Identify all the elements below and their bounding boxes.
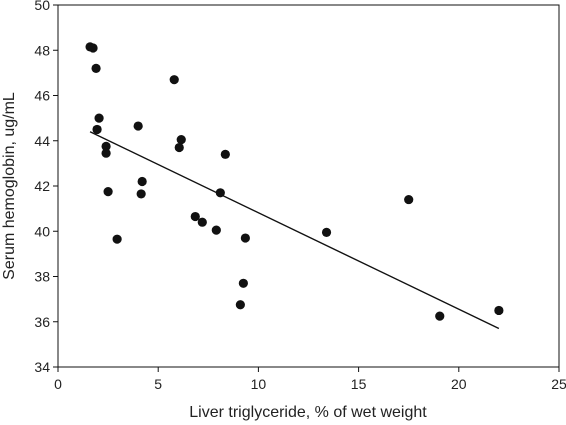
data-point [321,227,332,237]
y-tick-label: 36 [34,314,50,330]
data-point [176,135,186,145]
x-tick-label: 5 [154,376,162,392]
y-tick-label: 42 [34,178,50,194]
y-tick-label: 34 [34,359,50,375]
data-point [88,43,98,53]
data-point [238,278,248,288]
regression-line [89,131,500,330]
x-tick-label: 25 [551,376,566,392]
y-tick-label: 38 [34,269,50,285]
x-axis: 0 5 10 15 20 25 [54,367,566,392]
plot-area [57,4,560,368]
data-point [235,300,245,310]
data-point [92,124,102,135]
data-point [190,211,200,222]
data-point [197,217,207,227]
data-point [494,305,504,316]
data-point [220,149,230,159]
data-point [404,194,414,205]
data-point [174,142,184,153]
x-tick-label: 15 [351,376,367,392]
data-point [133,121,143,131]
data-points [85,42,504,321]
x-axis-title: Liver triglyceride, % of wet weight [189,404,427,421]
y-tick-label: 50 [34,0,50,13]
y-axis: 34 36 38 40 42 44 46 48 50 [34,0,58,375]
y-axis-title: Serum hemoglobin, ug/mL [1,92,18,280]
y-tick-label: 44 [34,133,50,149]
data-point [91,63,101,73]
data-point [215,188,225,198]
data-point [103,187,113,197]
data-point [240,233,250,243]
y-tick-label: 46 [34,88,50,104]
x-tick-label: 0 [54,376,62,392]
data-point [136,189,146,199]
data-point [101,141,111,152]
data-point [94,113,104,123]
data-point [211,225,221,235]
data-point [169,75,179,85]
data-point [435,311,445,321]
y-tick-label: 40 [34,223,50,239]
x-tick-label: 10 [251,376,267,392]
data-point [101,148,111,158]
x-tick-label: 20 [451,376,467,392]
data-point [112,234,122,244]
data-point [137,176,147,187]
y-tick-label: 48 [34,42,50,58]
